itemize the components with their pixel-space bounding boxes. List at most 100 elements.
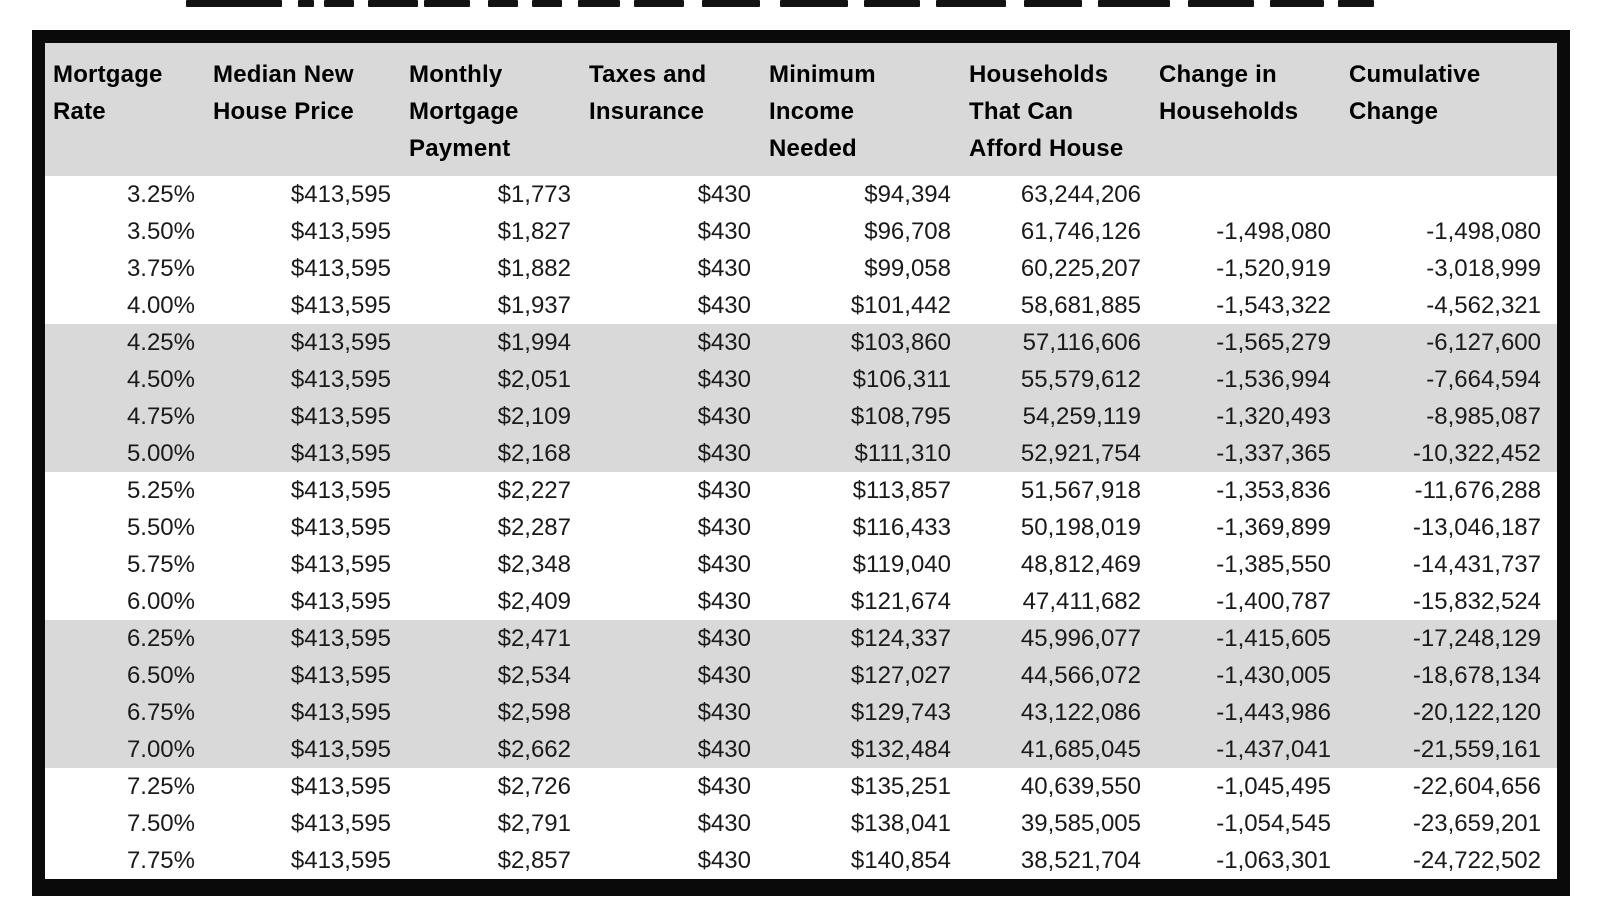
table-cell: $96,708 xyxy=(864,218,951,245)
table-cell: -8,985,087 xyxy=(1341,398,1557,435)
table-cell: $430 xyxy=(697,847,751,874)
table-cell: 45,996,077 xyxy=(961,620,1151,657)
title-fragment-dash xyxy=(1338,0,1374,7)
title-fragment-dash xyxy=(1188,0,1254,7)
table-cell: -1,337,365 xyxy=(1151,435,1341,472)
table-cell: $138,041 xyxy=(850,810,951,837)
title-fragment-dash xyxy=(1024,0,1082,7)
table-cell: $2,168 xyxy=(401,435,581,472)
table-row: 7.75% $413,595 $2,857 $430 $140,854 38,521,70… xyxy=(45,842,1557,879)
table-cell: $413,595 xyxy=(205,398,401,435)
title-fragment-dash xyxy=(578,0,620,7)
table-cell: $430 xyxy=(581,398,761,435)
table-cell: $430 xyxy=(581,731,761,768)
table-cell: $413,595 xyxy=(290,551,391,578)
table-cell: 4.25% xyxy=(45,324,205,361)
table-row: 3.25% $413,595 $1,773 $430 $94,394 63,244,206 xyxy=(45,176,1557,213)
table-row: 3.50% $413,595 $1,827 $430 $96,708 61,746,126… xyxy=(45,213,1557,250)
table-cell: $413,595 xyxy=(205,324,401,361)
table-cell: $129,743 xyxy=(761,694,961,731)
table-cell: 7.50% xyxy=(126,810,195,837)
table-cell: 40,639,550 xyxy=(1020,773,1141,800)
table-cell xyxy=(1151,176,1341,213)
table-cell: $2,857 xyxy=(497,847,571,874)
table-cell: $413,595 xyxy=(290,292,391,319)
title-fragment-dash xyxy=(424,0,470,7)
table-cell: $119,040 xyxy=(852,551,951,578)
column-header: Monthly Mortgage Payment xyxy=(401,43,581,176)
table-cell: -1,353,836 xyxy=(1216,477,1331,504)
table-cell: $413,595 xyxy=(205,620,401,657)
table-row: 7.25% $413,595 $2,726 $430 $135,251 40,639,55… xyxy=(45,768,1557,805)
table-cell: $1,827 xyxy=(497,218,571,245)
table-cell: -1,498,080 xyxy=(1426,218,1541,245)
table-cell: 6.75% xyxy=(45,694,205,731)
table-cell: $430 xyxy=(697,810,751,837)
table-cell: 54,259,119 xyxy=(961,398,1151,435)
table-cell: $101,442 xyxy=(850,292,951,319)
table-cell: $99,058 xyxy=(864,255,951,282)
table-cell: $2,227 xyxy=(497,477,571,504)
table-row: 4.00% $413,595 $1,937 $430 $101,442 58,681,88… xyxy=(45,287,1557,324)
table-cell: 48,812,469 xyxy=(1020,551,1141,578)
table-body: 3.25% $413,595 $1,773 $430 $94,394 63,244,206… xyxy=(45,176,1557,879)
table-cell: $2,598 xyxy=(401,694,581,731)
table-cell: $413,595 xyxy=(290,514,391,541)
table-cell: $2,791 xyxy=(497,810,571,837)
table-cell: 51,567,918 xyxy=(1020,477,1141,504)
table-cell: $108,795 xyxy=(761,398,961,435)
table-cell: 5.75% xyxy=(126,551,195,578)
table-cell: -1,443,986 xyxy=(1151,694,1341,731)
table-cell: -1,543,322 xyxy=(1216,292,1331,319)
table-cell: $430 xyxy=(697,477,751,504)
table-cell: $413,595 xyxy=(290,588,391,615)
table-row: 7.50% $413,595 $2,791 $430 $138,041 39,585,00… xyxy=(45,805,1557,842)
column-header: Mortgage Rate xyxy=(45,43,205,176)
title-fragment-dash xyxy=(634,0,684,7)
table-cell: $413,595 xyxy=(290,847,391,874)
table-cell: -10,322,452 xyxy=(1341,435,1557,472)
table-cell: -14,431,737 xyxy=(1412,551,1541,578)
table-cell: -1,430,005 xyxy=(1151,657,1341,694)
title-fragment-dash xyxy=(488,0,518,7)
table-cell: 58,681,885 xyxy=(1020,292,1141,319)
table-cell: $413,595 xyxy=(290,181,391,208)
table-cell: $2,662 xyxy=(401,731,581,768)
table-row: 6.75% $413,595 $2,598 $430 $129,743 43,122,08… xyxy=(45,694,1557,731)
table-header: Mortgage Rate Median New House Price Month… xyxy=(45,43,1557,176)
table-cell: $94,394 xyxy=(864,181,951,208)
table-cell: -17,248,129 xyxy=(1341,620,1557,657)
header-row: Mortgage Rate Median New House Price Month… xyxy=(45,43,1557,176)
table-cell: 4.00% xyxy=(126,292,195,319)
table-cell: -18,678,134 xyxy=(1341,657,1557,694)
table-cell: 50,198,019 xyxy=(1020,514,1141,541)
table-cell: $121,674 xyxy=(850,588,951,615)
table-cell: 7.75% xyxy=(126,847,195,874)
title-fragment-dash xyxy=(1098,0,1170,7)
title-fragment-dash xyxy=(702,0,760,7)
table-cell: $2,409 xyxy=(497,588,571,615)
table-cell: -6,127,600 xyxy=(1341,324,1557,361)
table-cell: $430 xyxy=(581,324,761,361)
title-fragment-dash xyxy=(1270,0,1324,7)
table-row: 6.50% $413,595 $2,534 $430 $127,027 44,566,07… xyxy=(45,657,1557,694)
table-cell: $430 xyxy=(581,361,761,398)
table-cell: $430 xyxy=(581,657,761,694)
table-cell: $430 xyxy=(697,514,751,541)
table-cell: $2,287 xyxy=(497,514,571,541)
table-cell: $113,857 xyxy=(852,477,951,504)
table-cell: $430 xyxy=(581,694,761,731)
column-header: Cumulative Change xyxy=(1341,43,1557,176)
table-cell: -1,536,994 xyxy=(1151,361,1341,398)
table-row: 5.25% $413,595 $2,227 $430 $113,857 51,567,91… xyxy=(45,472,1557,509)
table-cell: 47,411,682 xyxy=(1022,588,1141,615)
table-cell: -1,400,787 xyxy=(1216,588,1331,615)
table-cell: -13,046,187 xyxy=(1412,514,1541,541)
table-cell: $2,051 xyxy=(401,361,581,398)
column-header: Households That Can Afford House xyxy=(961,43,1151,176)
table-row: 5.75% $413,595 $2,348 $430 $119,040 48,812,46… xyxy=(45,546,1557,583)
title-fragment-dash xyxy=(864,0,920,7)
table-cell: $2,471 xyxy=(401,620,581,657)
table-cell: 57,116,606 xyxy=(961,324,1151,361)
table-cell: 41,685,045 xyxy=(961,731,1151,768)
